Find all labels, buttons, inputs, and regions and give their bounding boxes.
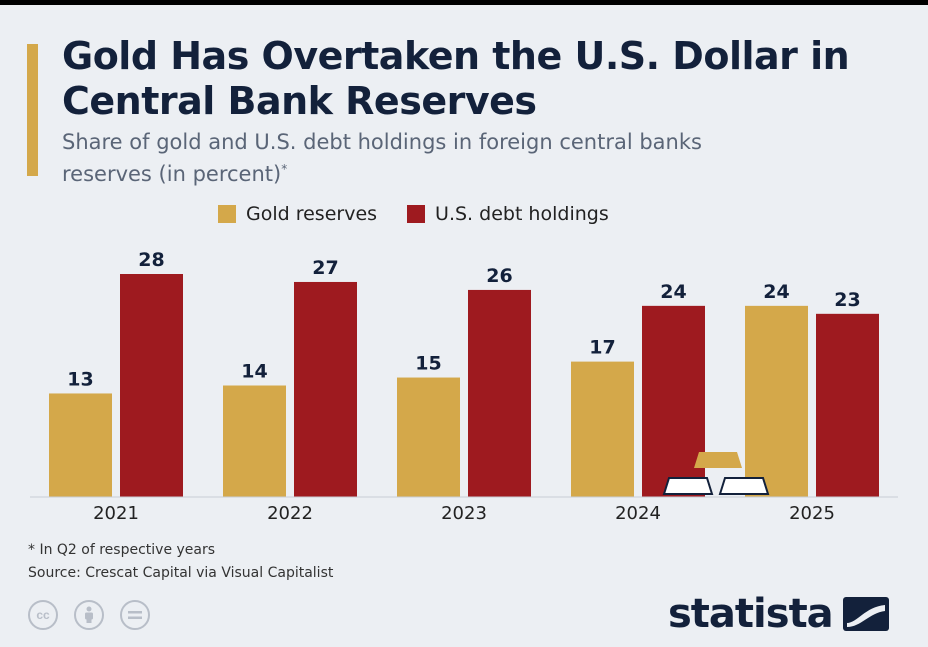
bar-debt-2023: [468, 289, 531, 497]
x-tick-label-2024: 2024: [615, 503, 661, 524]
bar-gold-2024: [571, 361, 634, 497]
data-label-gold-2023: 15: [415, 353, 441, 375]
chart-legend: Gold reserves U.S. debt holdings: [218, 202, 639, 226]
bar-debt-2025: [816, 313, 879, 497]
gold-bars-illustration: [662, 452, 770, 495]
subtitle-text: Share of gold and U.S. debt holdings in …: [62, 130, 702, 186]
statista-brand[interactable]: statista: [668, 591, 889, 637]
subtitle-footnote-mark: *: [281, 162, 288, 176]
attribution-icon[interactable]: [74, 600, 104, 630]
person-icon: [85, 606, 93, 623]
data-label-debt-2024: 24: [660, 281, 686, 303]
data-label-debt-2023: 26: [486, 265, 512, 287]
bar-debt-2021: [120, 274, 183, 497]
data-label-debt-2025: 23: [834, 289, 860, 311]
statista-logo-icon: [842, 597, 889, 631]
data-label-gold-2022: 14: [241, 361, 267, 383]
x-tick-label-2022: 2022: [267, 503, 313, 524]
page-title: Gold Has Overtaken the U.S. Dollar in Ce…: [62, 34, 850, 123]
no-derivatives-icon[interactable]: [120, 600, 150, 630]
data-label-gold-2021: 13: [67, 368, 93, 390]
x-tick-label-2021: 2021: [93, 503, 139, 524]
data-label-gold-2025: 24: [763, 281, 789, 303]
legend-label-debt: U.S. debt holdings: [435, 203, 609, 225]
license-icons: cc: [28, 600, 166, 630]
bar-debt-2024: [642, 305, 705, 497]
brand-wordmark: statista: [668, 591, 834, 637]
cc-icon[interactable]: cc: [28, 600, 58, 630]
bar-gold-2025: [745, 305, 808, 497]
x-tick-label-2023: 2023: [441, 503, 487, 524]
legend-label-gold: Gold reserves: [246, 203, 378, 225]
data-label-gold-2024: 17: [589, 337, 615, 359]
x-tick-label-2025: 2025: [789, 503, 835, 524]
legend-item-debt: U.S. debt holdings: [407, 203, 609, 225]
legend-swatch-gold: [218, 205, 236, 223]
data-label-debt-2021: 28: [138, 249, 164, 271]
legend-swatch-debt: [407, 205, 426, 223]
bar-debt-2022: [294, 281, 357, 497]
bar-gold-2021: [49, 393, 112, 497]
top-border: [0, 0, 928, 5]
equals-icon: [128, 611, 142, 619]
bar-gold-2023: [397, 377, 460, 497]
data-label-debt-2022: 27: [312, 257, 338, 279]
page-subtitle: Share of gold and U.S. debt holdings in …: [62, 129, 762, 188]
source-note: Source: Crescat Capital via Visual Capit…: [28, 565, 334, 581]
title-accent-bar: [27, 44, 38, 176]
footnote: * In Q2 of respective years: [28, 542, 216, 558]
legend-item-gold: Gold reserves: [218, 203, 377, 225]
bar-gold-2022: [223, 385, 286, 497]
